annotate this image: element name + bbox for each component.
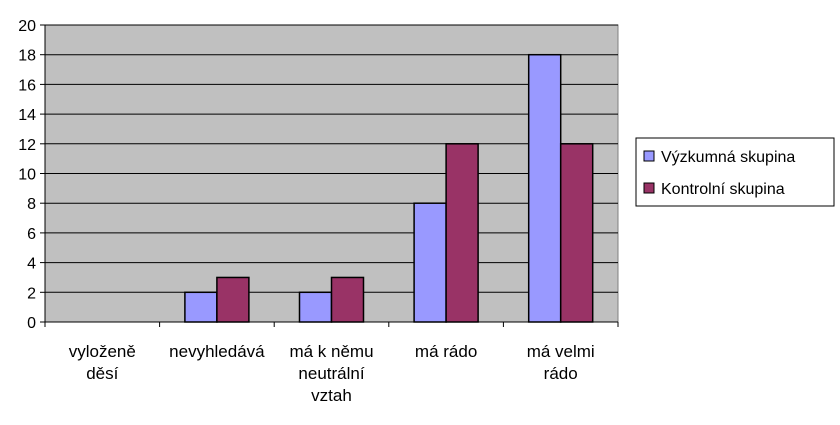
y-tick-label-4: 4 (27, 256, 36, 273)
bar-series0-cat2 (298, 291, 333, 323)
x-category-label-1: nevyhledává (169, 342, 265, 361)
bar-series0-cat4 (527, 53, 562, 323)
y-tick-label-16: 16 (18, 77, 36, 94)
legend-box (635, 137, 835, 207)
y-tick-label-6: 6 (27, 226, 36, 243)
legend: Výzkumná skupina Kontrolní skupina (635, 137, 835, 207)
bar-series0-cat3 (413, 202, 447, 323)
y-axis-ticks: 0 2 4 6 8 10 12 14 16 18 20 (18, 18, 45, 332)
y-tick-label-12: 12 (18, 137, 36, 154)
x-category-label-0: vyloženě děsí (69, 342, 136, 383)
y-tick-label-2: 2 (27, 285, 36, 302)
bar-series1-cat3 (445, 143, 479, 323)
y-tick-label-0: 0 (27, 315, 36, 332)
y-tick-label-8: 8 (27, 196, 36, 213)
legend-label-vyzkumna: Výzkumná skupina (661, 149, 795, 166)
bar-series1-cat1 (216, 276, 250, 323)
x-axis-ticks (44, 322, 619, 327)
x-category-label-4: má velmi rádo (527, 342, 595, 383)
x-category-label-2: má k němu neutrální vztah (289, 342, 373, 405)
x-axis-labels: vyloženě děsí nevyhledává má k němu neutráln… (69, 342, 595, 405)
legend-swatch-kontrolni (643, 182, 655, 194)
bar-series1-cat2 (330, 276, 365, 323)
legend-label-kontrolni: Kontrolní skupina (661, 181, 785, 198)
y-tick-label-18: 18 (18, 48, 36, 65)
gridlines (45, 24, 618, 293)
y-tick-label-20: 20 (18, 18, 36, 35)
y-tick-label-14: 14 (18, 107, 36, 124)
y-tick-label-10: 10 (18, 167, 36, 184)
legend-swatch-vyzkumna (643, 150, 655, 162)
bar-series1-cat4 (559, 143, 594, 323)
bar-series0-cat1 (184, 291, 218, 323)
x-category-label-3: má rádo (415, 342, 477, 361)
